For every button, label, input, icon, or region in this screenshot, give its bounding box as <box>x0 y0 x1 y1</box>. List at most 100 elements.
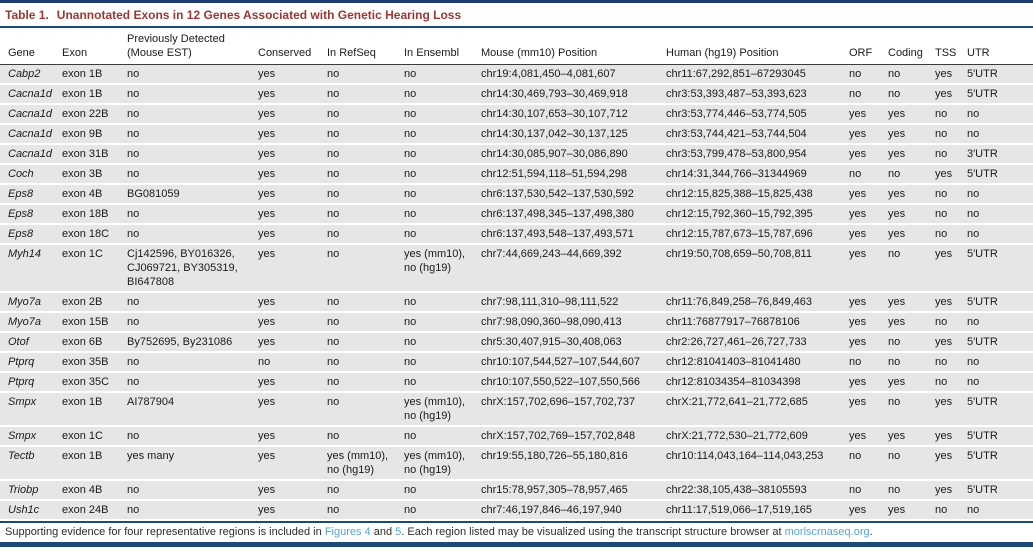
cell-in_ensembl: yes (mm10), no (hg19) <box>404 244 481 293</box>
cell-orf: yes <box>849 292 888 313</box>
cell-orf: yes <box>849 204 888 225</box>
cell-tss: no <box>935 124 967 145</box>
cell-prev_detected: no <box>127 204 258 225</box>
cell-gene: Myo7a <box>0 292 62 313</box>
table-row: Cacna1d exon 9B no yes no no chr14:30,137,042–… <box>0 124 1033 145</box>
cell-conserved: yes <box>258 392 327 427</box>
cell-in_ensembl: no <box>404 164 481 185</box>
cell-gene: Cacna1d <box>0 84 62 105</box>
cell-orf: yes <box>849 392 888 427</box>
cell-mouse_position: chr19:4,081,450–4,081,607 <box>481 64 666 85</box>
cell-exon: exon 35B <box>62 352 127 373</box>
cell-in_refseq: no <box>327 500 404 521</box>
cell-gene: Ptprq <box>0 372 62 393</box>
cell-orf: yes <box>849 184 888 205</box>
cell-coding: yes <box>888 144 935 165</box>
cell-in_refseq: no <box>327 292 404 313</box>
table-row: Eps8 exon 4B BG081059 yes no no chr6:137,530,5… <box>0 184 1033 205</box>
table-row: Cacna1d exon 31B no yes no no chr14:30,085,907… <box>0 144 1033 165</box>
cell-in_ensembl: no <box>404 84 481 105</box>
cell-tss: no <box>935 500 967 521</box>
table-title-label: Table 1. <box>5 8 49 22</box>
cell-in_ensembl: no <box>404 144 481 165</box>
cell-tss: no <box>935 224 967 245</box>
cell-utr: no <box>967 204 1033 225</box>
cell-in_ensembl: no <box>404 224 481 245</box>
cell-utr: no <box>967 312 1033 333</box>
cell-prev_detected: no <box>127 500 258 521</box>
cell-utr: no <box>967 500 1033 521</box>
cell-human_position: chr12:81034354–81034398 <box>666 372 849 393</box>
cell-mouse_position: chr6:137,530,542–137,530,592 <box>481 184 666 205</box>
cell-gene: Cacna1d <box>0 144 62 165</box>
footnote-text: and <box>370 526 396 538</box>
cell-conserved: yes <box>258 480 327 501</box>
cell-prev_detected: no <box>127 104 258 125</box>
cell-exon: exon 35C <box>62 372 127 393</box>
table-top-border <box>0 0 1033 3</box>
cell-human_position: chr3:53,393,487–53,393,623 <box>666 84 849 105</box>
col-header-in-refseq: In RefSeq <box>327 28 404 65</box>
cell-mouse_position: chrX:157,702,696–157,702,737 <box>481 392 666 427</box>
cell-exon: exon 18B <box>62 204 127 225</box>
cell-exon: exon 2B <box>62 292 127 313</box>
cell-tss: yes <box>935 392 967 427</box>
cell-prev_detected: By752695, By231086 <box>127 332 258 353</box>
cell-human_position: chrX:21,772,530–21,772,609 <box>666 426 849 447</box>
cell-in_refseq: no <box>327 184 404 205</box>
cell-tss: yes <box>935 244 967 293</box>
cell-conserved: yes <box>258 144 327 165</box>
table-row: Eps8 exon 18C no yes no no chr6:137,493,548–13… <box>0 224 1033 245</box>
cell-gene: Triobp <box>0 480 62 501</box>
cell-mouse_position: chr7:44,669,243–44,669,392 <box>481 244 666 293</box>
cell-orf: yes <box>849 224 888 245</box>
cell-in_refseq: no <box>327 392 404 427</box>
cell-coding: yes <box>888 124 935 145</box>
cell-exon: exon 1C <box>62 244 127 293</box>
cell-exon: exon 4B <box>62 480 127 501</box>
cell-tss: no <box>935 104 967 125</box>
header-row: Gene Exon Previously Detected (Mouse EST… <box>0 28 1033 65</box>
cell-gene: Myh14 <box>0 244 62 293</box>
morlscrnaseq-link[interactable]: morlscrnaseq.org <box>784 526 870 538</box>
cell-prev_detected: no <box>127 64 258 85</box>
cell-prev_detected: no <box>127 372 258 393</box>
cell-prev_detected: no <box>127 224 258 245</box>
col-header-human-position: Human (hg19) Position <box>666 28 849 65</box>
cell-exon: exon 31B <box>62 144 127 165</box>
cell-tss: no <box>935 312 967 333</box>
cell-human_position: chr12:15,825,388–15,825,438 <box>666 184 849 205</box>
table-title-text: Unannotated Exons in 12 Genes Associated… <box>56 8 462 22</box>
cell-exon: exon 1C <box>62 426 127 447</box>
cell-utr: 5′UTR <box>967 292 1033 313</box>
cell-human_position: chr19:50,708,659–50,708,811 <box>666 244 849 293</box>
cell-mouse_position: chrX:157,702,769–157,702,848 <box>481 426 666 447</box>
cell-prev_detected: yes many <box>127 446 258 481</box>
cell-orf: no <box>849 164 888 185</box>
cell-in_refseq: no <box>327 124 404 145</box>
cell-mouse_position: chr5:30,407,915–30,408,063 <box>481 332 666 353</box>
cell-human_position: chrX:21,772,641–21,772,685 <box>666 392 849 427</box>
cell-tss: no <box>935 372 967 393</box>
col-header-gene: Gene <box>0 28 62 65</box>
cell-coding: no <box>888 480 935 501</box>
cell-coding: yes <box>888 224 935 245</box>
cell-coding: no <box>888 164 935 185</box>
cell-utr: 5′UTR <box>967 64 1033 85</box>
cell-conserved: yes <box>258 184 327 205</box>
figure-5-link[interactable]: 5 <box>395 526 402 538</box>
cell-orf: yes <box>849 312 888 333</box>
cell-tss: no <box>935 144 967 165</box>
cell-mouse_position: chr7:98,090,360–98,090,413 <box>481 312 666 333</box>
cell-gene: Cacna1d <box>0 124 62 145</box>
figures-4-link[interactable]: Figures 4 <box>324 526 371 538</box>
cell-prev_detected: no <box>127 480 258 501</box>
cell-in_ensembl: no <box>404 184 481 205</box>
table-row: Myh14 exon 1C Cj142596, BY016326, CJ069721… <box>0 244 1033 293</box>
cell-in_ensembl: no <box>404 104 481 125</box>
cell-prev_detected: BG081059 <box>127 184 258 205</box>
cell-tss: yes <box>935 164 967 185</box>
cell-human_position: chr3:53,744,421–53,744,504 <box>666 124 849 145</box>
cell-conserved: yes <box>258 164 327 185</box>
cell-tss: yes <box>935 84 967 105</box>
